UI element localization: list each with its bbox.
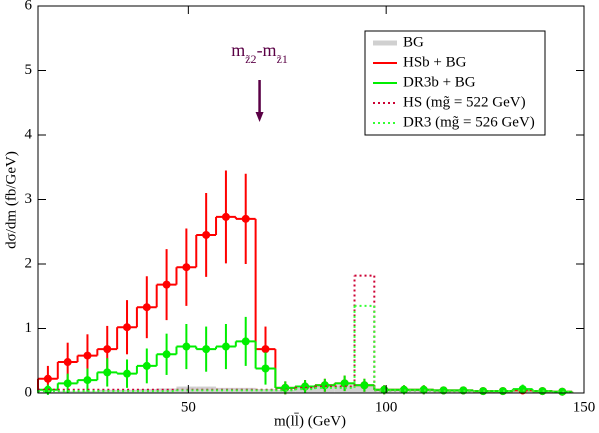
- marker: [261, 345, 270, 354]
- marker: [360, 381, 369, 390]
- bg-bar: [77, 391, 98, 393]
- marker: [182, 263, 191, 272]
- marker: [518, 385, 527, 394]
- marker: [142, 361, 151, 370]
- marker: [221, 212, 230, 221]
- bg-bar: [235, 387, 256, 393]
- annotation-arrowhead: [255, 112, 264, 122]
- marker: [538, 387, 547, 396]
- bg-bar: [97, 389, 118, 393]
- marker: [479, 387, 488, 396]
- y-tick-label: 3: [25, 191, 33, 207]
- marker: [241, 337, 250, 346]
- marker: [301, 382, 310, 391]
- marker: [103, 368, 112, 377]
- marker: [320, 381, 329, 390]
- marker: [103, 345, 112, 354]
- x-tick-label: 50: [181, 399, 196, 415]
- marker: [83, 376, 92, 385]
- annotation-part: m: [231, 40, 245, 60]
- x-tick-label: 150: [573, 399, 596, 415]
- marker: [182, 342, 191, 351]
- bg-bar: [176, 386, 197, 393]
- annotation: mz̃2-mz̃1: [231, 40, 288, 66]
- annotation-part: z̃2: [245, 52, 256, 66]
- x-tick-label: 100: [375, 399, 398, 415]
- bg-bar: [156, 388, 177, 393]
- legend-label: DR3b + BG: [403, 74, 476, 90]
- marker: [281, 383, 290, 392]
- marker: [419, 385, 428, 394]
- marker: [340, 379, 349, 388]
- marker: [63, 379, 72, 388]
- y-axis-label: dσ/dm (fb/GeV): [3, 151, 19, 249]
- y-tick-label: 6: [25, 0, 33, 13]
- marker: [558, 387, 567, 396]
- bg-bar: [216, 387, 236, 393]
- marker: [399, 385, 408, 394]
- marker: [123, 369, 132, 378]
- marker: [123, 323, 132, 332]
- annotation-part: z̃1: [277, 52, 288, 66]
- marker: [439, 386, 448, 395]
- y-tick-label: 1: [25, 320, 33, 336]
- marker: [202, 345, 211, 354]
- marker: [498, 387, 507, 396]
- y-tick-label: 4: [25, 126, 33, 142]
- marker: [241, 214, 250, 223]
- legend-label: HS (mg̃ = 522 GeV): [403, 94, 526, 110]
- bg-bar: [196, 386, 217, 393]
- marker: [142, 303, 151, 312]
- marker: [162, 280, 171, 289]
- legend-label: BG: [403, 34, 424, 50]
- bg-bar: [136, 389, 157, 393]
- marker: [83, 351, 92, 360]
- y-tick-label: 0: [25, 384, 33, 400]
- marker: [43, 374, 52, 383]
- legend-label: DR3 (mg̃ = 526 GeV): [403, 114, 535, 130]
- marker: [202, 230, 211, 239]
- bg-bar: [117, 389, 137, 393]
- annotation-part: -m: [257, 40, 277, 60]
- y-tick-label: 5: [25, 62, 33, 78]
- marker: [261, 364, 270, 373]
- legend-label: HSb + BG: [403, 54, 467, 70]
- x-axis-label: m(ll̄) (GeV): [274, 413, 346, 429]
- marker: [459, 386, 468, 395]
- marker: [63, 358, 72, 367]
- bg-bar: [255, 389, 276, 393]
- marker: [221, 342, 230, 351]
- marker: [162, 350, 171, 359]
- y-tick-label: 2: [25, 255, 33, 271]
